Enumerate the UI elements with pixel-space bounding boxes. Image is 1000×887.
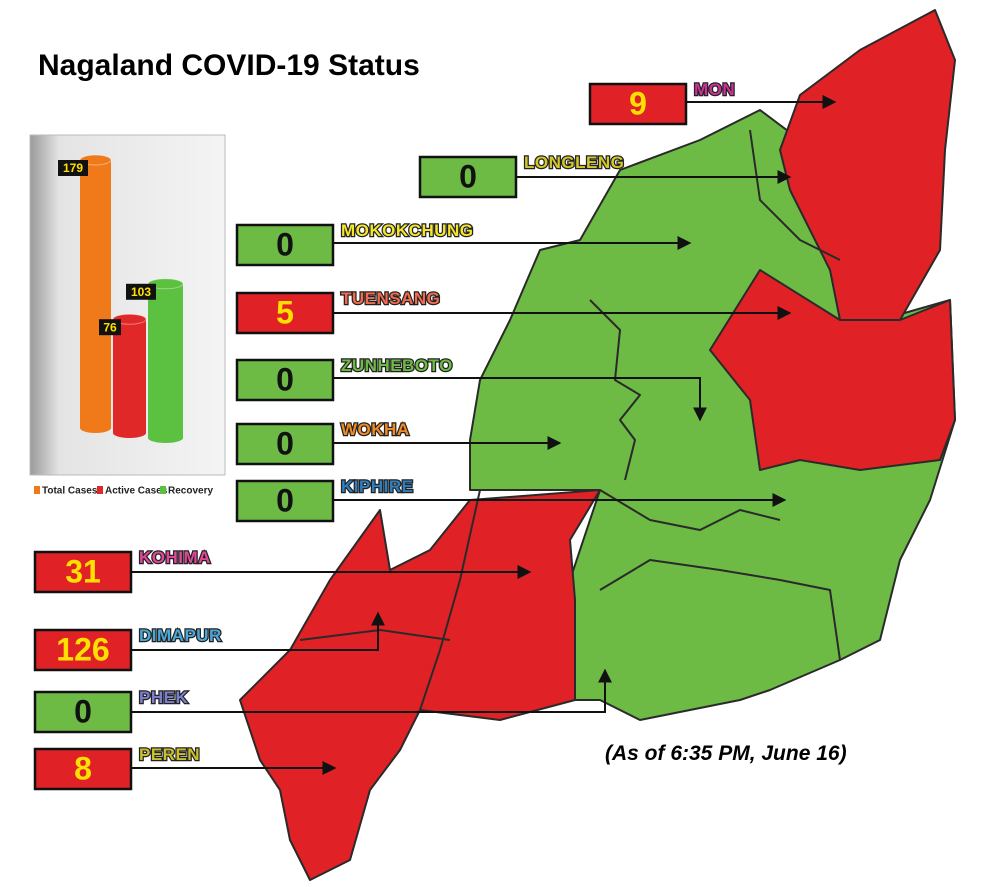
value-label-box bbox=[58, 160, 88, 176]
count-box bbox=[235, 479, 335, 523]
case-count: 0 bbox=[74, 693, 92, 729]
count-box bbox=[33, 628, 133, 672]
case-count: 9 bbox=[629, 85, 647, 121]
case-count: 0 bbox=[276, 482, 294, 518]
bar bbox=[79, 154, 112, 433]
value-label-box bbox=[126, 283, 156, 300]
district-border bbox=[299, 629, 451, 641]
district-border bbox=[599, 559, 841, 661]
district-border bbox=[599, 489, 781, 531]
map bbox=[239, 9, 956, 881]
district-name: DIMAPUR bbox=[139, 626, 222, 645]
value-label: 103 bbox=[131, 285, 151, 299]
count-box bbox=[418, 155, 518, 199]
title: Nagaland COVID-19 Status bbox=[38, 49, 420, 82]
count-box bbox=[235, 422, 335, 466]
legend-swatch bbox=[97, 486, 103, 494]
count-box bbox=[33, 690, 133, 734]
bar bbox=[112, 313, 147, 438]
legend-swatch bbox=[34, 486, 40, 494]
mon-district bbox=[779, 9, 956, 321]
count-box bbox=[235, 291, 335, 335]
district-name: WOKHA bbox=[341, 420, 410, 439]
bar-chart: 179 Total Cases 76 Active Cases 103 Recovery bbox=[29, 134, 226, 497]
case-count: 0 bbox=[276, 425, 294, 461]
district-border bbox=[749, 129, 841, 261]
district-name: ZUNHEBOTO bbox=[341, 356, 453, 375]
count-box bbox=[33, 747, 133, 791]
district-name: PEREN bbox=[139, 745, 200, 764]
southwest-districts bbox=[239, 489, 601, 881]
bar-body bbox=[80, 160, 111, 428]
bar bbox=[147, 278, 184, 443]
case-count: 31 bbox=[65, 553, 101, 589]
district-name: MOKOKCHUNG bbox=[341, 221, 474, 240]
district-border bbox=[589, 299, 641, 481]
count-box bbox=[33, 550, 133, 594]
case-count: 8 bbox=[74, 750, 92, 786]
count-box bbox=[588, 82, 688, 126]
bar-body bbox=[113, 319, 146, 433]
district-name: KIPHIRE bbox=[341, 477, 413, 496]
count-box bbox=[235, 358, 335, 402]
legend-label: Total Cases bbox=[42, 486, 98, 497]
district-border bbox=[419, 489, 481, 711]
value-label-box bbox=[99, 319, 121, 336]
chart-bars: 179 Total Cases 76 Active Cases 103 Recovery bbox=[34, 154, 213, 497]
value-label: 76 bbox=[103, 320, 117, 334]
pointer-arrow bbox=[333, 377, 707, 422]
value-label: 179 bbox=[63, 161, 83, 175]
case-count: 0 bbox=[276, 226, 294, 262]
bar-body bbox=[148, 283, 183, 438]
district-name: LONGLENG bbox=[524, 153, 624, 172]
district-name: PHEK bbox=[139, 688, 188, 707]
case-count: 126 bbox=[56, 631, 109, 667]
case-count: 0 bbox=[276, 361, 294, 397]
district-labels: 9 MON 0 LONGLENG 0 MOKOKCHUNG 5 TUENSANG 0 ZUNHEB… bbox=[33, 79, 837, 791]
district-name: MON bbox=[694, 80, 735, 99]
pointer-arrow bbox=[131, 611, 385, 651]
legend-label: Recovery bbox=[168, 486, 213, 497]
case-count: 0 bbox=[459, 158, 477, 194]
case-count: 5 bbox=[276, 294, 294, 330]
tuensang-district bbox=[709, 269, 956, 471]
legend-swatch bbox=[160, 486, 166, 494]
district-name: TUENSANG bbox=[341, 289, 440, 308]
legend-label: Active Cases bbox=[105, 486, 168, 497]
timestamp-note: (As of 6:35 PM, June 16) bbox=[605, 742, 847, 765]
pointer-arrow bbox=[131, 668, 612, 713]
district-name: KOHIMA bbox=[139, 548, 211, 567]
count-box bbox=[235, 223, 335, 267]
